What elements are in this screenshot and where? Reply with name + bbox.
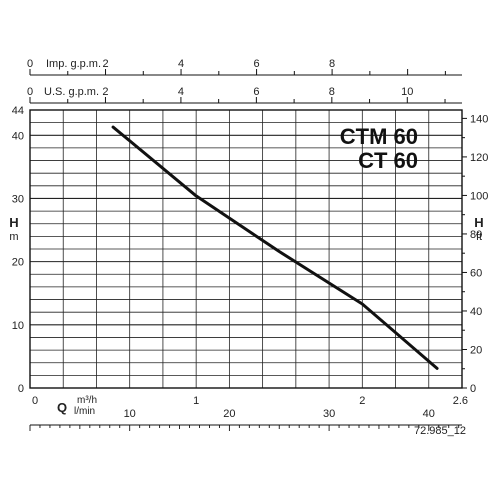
imp-gpm-axis-label: Imp. g.p.m.	[46, 58, 101, 70]
us-gpm-tick-label: 10	[401, 86, 413, 98]
footnote: 72.985_12	[414, 425, 466, 437]
us-gpm-tick-label: 2	[102, 86, 108, 98]
q-axis-label: Q	[57, 400, 67, 415]
left-axis-tick-label: 30	[12, 193, 24, 205]
model-title-line-2: CT 60	[358, 148, 418, 173]
imp-gpm-tick-label: 2	[102, 58, 108, 70]
m3h-unit-label: m³/h	[77, 395, 97, 406]
plot-border	[29, 109, 463, 389]
left-axis-tick-label: 40	[12, 130, 24, 142]
plot-frame	[29, 109, 463, 389]
axes	[29, 69, 467, 431]
right-axis-tick-label: 20	[470, 344, 482, 356]
left-axis-tick-label: 10	[12, 320, 24, 332]
m3h-tick-label: 2	[359, 395, 365, 407]
right-axis-tick-label: 140	[470, 113, 488, 125]
lmin-tick-label: 40	[423, 408, 435, 420]
left-axis-tick-label: 20	[12, 257, 24, 269]
right-axis-tick-label: 120	[470, 152, 488, 164]
right-axis-unit: ft	[476, 231, 482, 243]
lmin-unit-label: l/min	[74, 406, 95, 417]
imp-gpm-tick-label: 4	[178, 58, 184, 70]
us-gpm-axis-label: U.S. g.p.m.	[44, 86, 99, 98]
series-line	[111, 125, 439, 370]
imp-gpm-tick-label: 8	[329, 58, 335, 70]
left-axis-label: H	[9, 215, 18, 230]
right-axis-tick-label: 80	[470, 229, 482, 241]
imp-gpm-tick-label: 0	[27, 58, 33, 70]
model-title-line-1: CTM 60	[340, 124, 418, 149]
right-axis-tick-label: 100	[470, 190, 488, 202]
us-gpm-tick-label: 0	[27, 86, 33, 98]
right-axis-label: H	[474, 215, 483, 230]
us-gpm-tick-label: 8	[329, 86, 335, 98]
left-axis-tick-label: 44	[12, 105, 24, 117]
lmin-tick-label: 30	[323, 408, 335, 420]
left-axis-tick-label: 0	[18, 383, 24, 395]
imp-gpm-tick-label: 6	[254, 58, 260, 70]
m3h-tick-label: 0	[32, 395, 38, 407]
left-axis-unit: m	[9, 231, 18, 243]
right-axis-tick-label: 60	[470, 267, 482, 279]
us-gpm-tick-label: 6	[253, 86, 259, 98]
grid	[30, 110, 462, 388]
lmin-tick-label: 10	[124, 408, 136, 420]
m3h-tick-label: 1	[193, 395, 199, 407]
right-axis-tick-label: 40	[470, 306, 482, 318]
right-axis-tick-label: 0	[470, 383, 476, 395]
series-layer	[111, 125, 439, 370]
m3h-tick-label: 2.6	[453, 395, 468, 407]
us-gpm-tick-label: 4	[178, 86, 184, 98]
lmin-tick-label: 20	[223, 408, 235, 420]
